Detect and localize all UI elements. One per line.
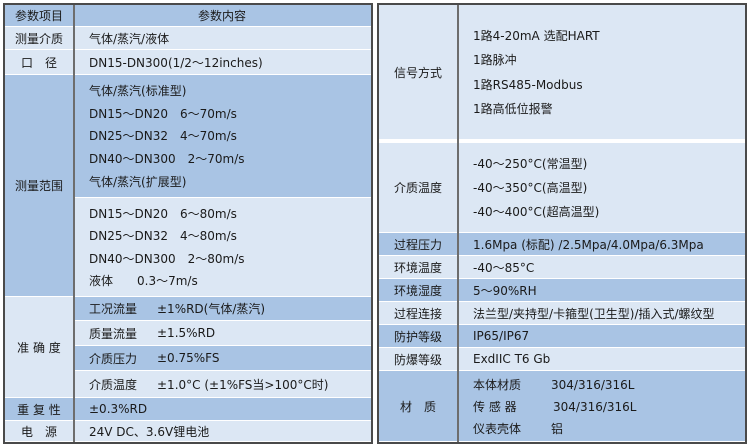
accuracy-row: 质量流量 ±1.5%RD bbox=[73, 321, 371, 346]
repeat-label: 重 复 性 bbox=[5, 398, 73, 421]
accuracy-value: ±0.75%FS bbox=[157, 351, 220, 365]
signal-line: 1路脉冲 bbox=[473, 53, 517, 68]
connection-label: 过程连接 bbox=[379, 302, 457, 325]
power-value: 24V DC、3.6V锂电池 bbox=[73, 421, 371, 442]
range-line: DN15～DN20 6～70m/s bbox=[89, 106, 237, 121]
material-row: 传 感 器 304/316/316L bbox=[473, 398, 636, 415]
material-key: 本体材质 bbox=[473, 377, 522, 392]
range-line: DN25～DN32 4～80m/s bbox=[89, 229, 237, 244]
accuracy-label: 准 确 度 bbox=[5, 297, 73, 398]
material-row: 本体材质 304/316/316L bbox=[473, 376, 634, 393]
accuracy-key: 介质压力 bbox=[89, 351, 138, 366]
range-line: 气体/蒸汽(标准型) bbox=[89, 83, 187, 98]
protection-label: 防护等级 bbox=[379, 325, 457, 348]
accuracy-row: 介质压力 ±0.75%FS bbox=[73, 346, 371, 371]
explosion-value: ExdIIC T6 Gb bbox=[457, 348, 745, 371]
range-standard: 气体/蒸汽(标准型) DN15～DN20 6～70m/s DN25～DN32 4… bbox=[73, 75, 371, 198]
signal-label: 信号方式 bbox=[379, 5, 457, 140]
right-spec-table: 信号方式 1路4-20mA 选配HART 1路脉冲 1路RS485-Modbus… bbox=[377, 3, 747, 444]
temp-line: -40～400°C(超高温型) bbox=[473, 205, 600, 220]
accuracy-key: 介质温度 bbox=[89, 377, 138, 392]
medium-value: 气体/蒸汽/液体 bbox=[73, 27, 371, 50]
ambient-temp-value: -40～85°C bbox=[457, 256, 745, 279]
left-spec-table: 参数项目 参数内容 测量介质 气体/蒸汽/液体 口 径 DN15-DN300(1… bbox=[3, 3, 373, 444]
header-content: 参数内容 bbox=[73, 5, 371, 27]
row-gap bbox=[379, 140, 745, 143]
explosion-label: 防爆等级 bbox=[379, 348, 457, 371]
temp-line: -40～250°C(常温型) bbox=[473, 156, 588, 171]
range-line: 气体/蒸汽(扩展型) bbox=[89, 175, 187, 190]
range-label: 测量范围 bbox=[5, 75, 73, 297]
pressure-value: 1.6Mpa (标配) /2.5Mpa/4.0Mpa/6.3Mpa bbox=[457, 233, 745, 256]
humidity-value: 5～90%RH bbox=[457, 279, 745, 302]
material-value: 304/316/316L bbox=[553, 399, 637, 414]
range-line: DN40～DN300 2～80m/s bbox=[89, 251, 245, 266]
accuracy-key: 工况流量 bbox=[89, 302, 138, 316]
medium-label: 测量介质 bbox=[5, 27, 73, 50]
accuracy-row: 介质温度 ±1.0°C (±1%FS当>100°C时) bbox=[73, 371, 371, 398]
temp-values: -40～250°C(常温型) -40～350°C(高温型) -40～400°C(… bbox=[457, 143, 745, 233]
range-line: DN15～DN20 6～80m/s bbox=[89, 206, 237, 221]
protection-value: IP65/IP67 bbox=[457, 325, 745, 348]
bore-value: DN15-DN300(1/2～12inches) bbox=[73, 50, 371, 75]
range-line: DN40～DN300 2～70m/s bbox=[89, 152, 245, 167]
range-extended: DN15～DN20 6～80m/s DN25～DN32 4～80m/s DN40… bbox=[73, 198, 371, 297]
humidity-label: 环境湿度 bbox=[379, 279, 457, 302]
material-key: 传 感 器 bbox=[473, 399, 517, 414]
signal-values: 1路4-20mA 选配HART 1路脉冲 1路RS485-Modbus 1路高低… bbox=[457, 5, 745, 140]
ambient-temp-label: 环境温度 bbox=[379, 256, 457, 279]
header-item: 参数项目 bbox=[5, 5, 73, 27]
material-row: 仪表壳体 铝 bbox=[473, 420, 563, 437]
material-value: 铝 bbox=[551, 421, 564, 436]
column-divider bbox=[73, 5, 75, 442]
repeat-value: ±0.3%RD bbox=[73, 398, 371, 421]
temp-line: -40～350°C(高温型) bbox=[473, 180, 588, 195]
range-line: 液体 0.3～7m/s bbox=[89, 274, 198, 289]
range-line: DN25～DN32 4～70m/s bbox=[89, 129, 237, 144]
signal-line: 1路高低位报警 bbox=[473, 102, 553, 117]
material-label: 材 质 bbox=[379, 371, 457, 442]
material-key: 仪表壳体 bbox=[473, 421, 522, 436]
material-values: 本体材质 304/316/316L 传 感 器 304/316/316L 仪表壳体 铝 bbox=[457, 371, 745, 442]
column-divider bbox=[457, 5, 459, 442]
bore-label: 口 径 bbox=[5, 50, 73, 75]
material-value: 304/316/316L bbox=[551, 377, 635, 392]
signal-line: 1路4-20mA 选配HART bbox=[473, 28, 600, 43]
pressure-label: 过程压力 bbox=[379, 233, 457, 256]
accuracy-value: ±1.5%RD bbox=[157, 326, 216, 340]
accuracy-key: 质量流量 bbox=[89, 326, 138, 341]
connection-value: 法兰型/夹持型/卡箍型(卫生型)/插入式/螺纹型 bbox=[457, 302, 745, 325]
accuracy-value: ±1.0°C (±1%FS当>100°C时) bbox=[157, 377, 329, 392]
accuracy-row: 工况流量 ±1%RD(气体/蒸汽) bbox=[73, 297, 371, 321]
power-label: 电 源 bbox=[5, 421, 73, 442]
accuracy-value: ±1%RD(气体/蒸汽) bbox=[157, 302, 266, 316]
signal-line: 1路RS485-Modbus bbox=[473, 77, 583, 92]
temp-label: 介质温度 bbox=[379, 143, 457, 233]
